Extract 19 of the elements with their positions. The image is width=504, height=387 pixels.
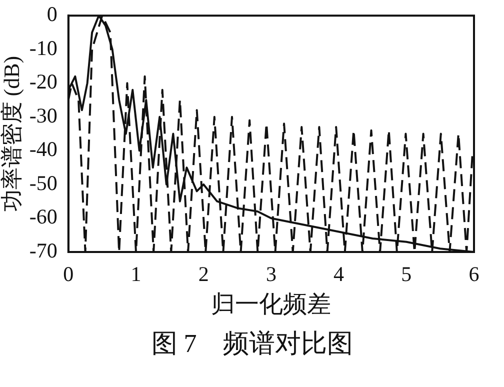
- y-tick-label: 0: [46, 2, 58, 26]
- x-tick-label: 2: [198, 262, 209, 286]
- x-axis-title: 归一化频差: [211, 292, 332, 318]
- y-tick-label: -50: [29, 170, 58, 195]
- y-tick-label: -40: [29, 137, 58, 162]
- y-tick-label: -70: [29, 238, 58, 263]
- x-tick-label: 1: [130, 262, 142, 286]
- y-tick-label: -10: [29, 36, 58, 60]
- text: 图 7 频谱对比图: [150, 328, 354, 360]
- x-tick-label: 3: [266, 262, 276, 286]
- y-axis-title: 功率谱密度 (dB): [0, 56, 24, 212]
- y-tick-label: -60: [29, 204, 58, 229]
- line-series: [68, 16, 474, 252]
- x-tick-label: 5: [401, 262, 412, 286]
- y-tick-label: -30: [29, 103, 58, 128]
- x-tick-label: 6: [468, 262, 480, 286]
- x-tick-label: 4: [334, 262, 345, 286]
- x-tick-label: 0: [63, 262, 74, 286]
- y-tick-label: -20: [29, 70, 58, 94]
